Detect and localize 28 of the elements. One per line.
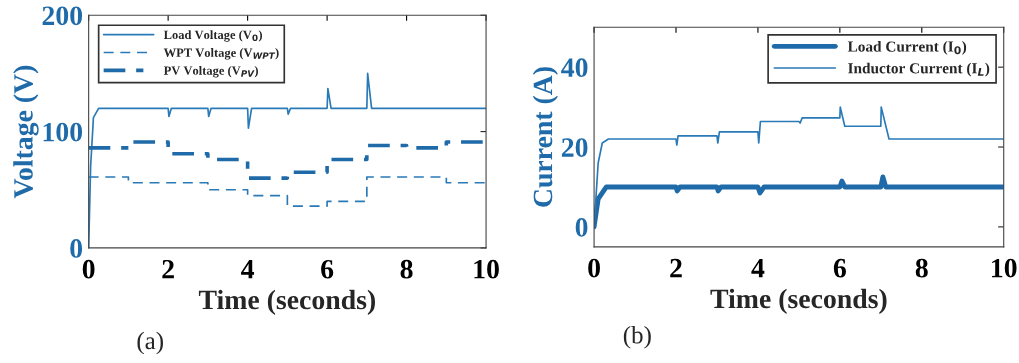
x-tick-label: 2 [670,258,682,278]
x-tick-label: 4 [751,258,765,278]
x-tick-label: 6 [833,258,846,278]
text: (b) [623,325,651,349]
y-tick-label: 40 [561,58,588,78]
y-axis-title: Current (A) [532,67,558,207]
legend-label: Load Voltage (V$_{0}$) [163,30,263,42]
y-axis-title: Voltage (V) [13,65,39,199]
x-tick-label: 10 [992,258,1017,278]
x-axis-title: Time (seconds) [710,288,887,314]
y-tick-label: 200 [42,6,83,26]
y-tick-label: 20 [561,138,588,157]
legend-label: WPT Voltage (V$_{WPT}$) [163,48,279,60]
x-tick-label: 2 [162,259,174,279]
legend-label: PV Voltage (V$_{PV}$) [163,66,258,78]
x-axis-title: Time (seconds) [198,289,375,315]
legend-label: Inductor Current (I$_{L}$) [848,62,990,77]
x-tick-label: 8 [915,258,928,278]
line-series [594,174,1004,230]
x-tick-label: 6 [321,259,334,279]
y-tick-label: 100 [43,122,83,142]
x-tick-label: 10 [474,259,499,279]
y-tick-label: 0 [70,239,83,258]
x-tick-label: 4 [241,260,255,279]
x-tick-label: 8 [400,259,413,279]
y-tick-label: 0 [575,218,588,237]
text: (a) [137,331,163,355]
legend-label: Load Current (I$_{0}$) [847,40,967,55]
